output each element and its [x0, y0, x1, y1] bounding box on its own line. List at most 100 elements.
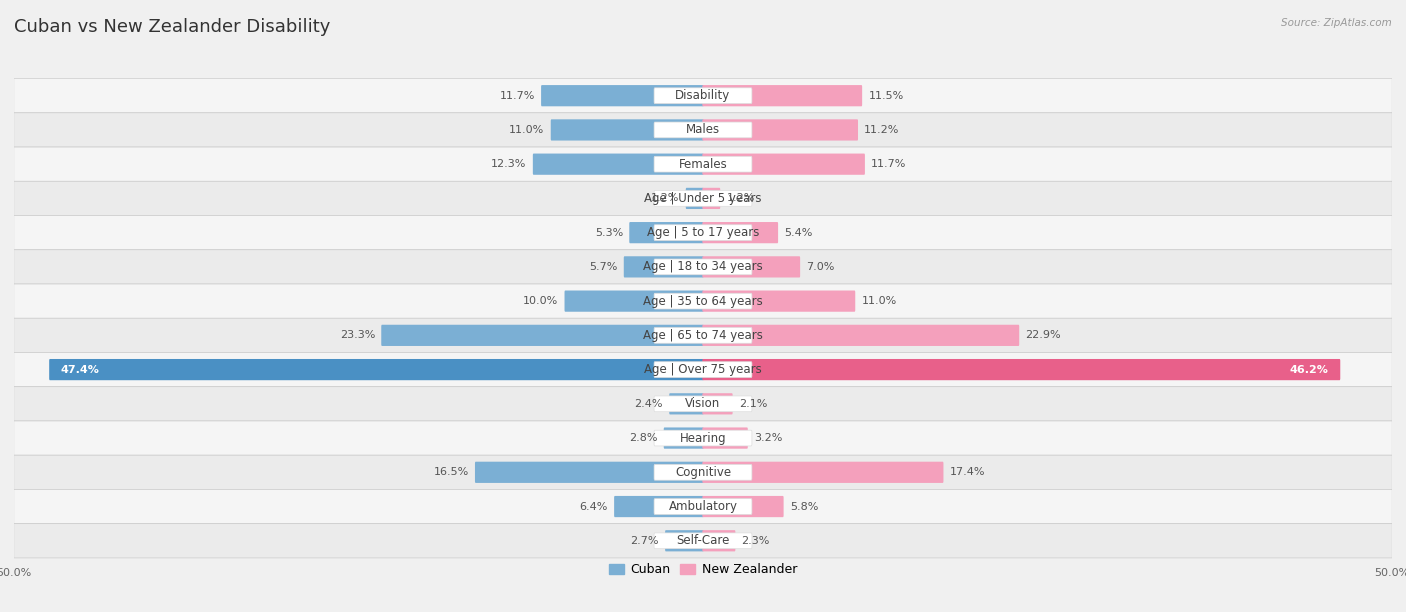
FancyBboxPatch shape: [14, 78, 1392, 113]
FancyBboxPatch shape: [14, 524, 1392, 558]
FancyBboxPatch shape: [381, 325, 703, 346]
Text: Self-Care: Self-Care: [676, 534, 730, 547]
FancyBboxPatch shape: [654, 465, 752, 480]
FancyBboxPatch shape: [14, 215, 1392, 250]
FancyBboxPatch shape: [654, 156, 752, 172]
Text: 5.3%: 5.3%: [595, 228, 623, 237]
FancyBboxPatch shape: [624, 256, 703, 277]
FancyBboxPatch shape: [654, 499, 752, 515]
Text: 47.4%: 47.4%: [60, 365, 100, 375]
FancyBboxPatch shape: [703, 461, 943, 483]
Text: Age | 18 to 34 years: Age | 18 to 34 years: [643, 260, 763, 274]
FancyBboxPatch shape: [654, 362, 752, 378]
FancyBboxPatch shape: [686, 188, 703, 209]
FancyBboxPatch shape: [654, 122, 752, 138]
FancyBboxPatch shape: [703, 256, 800, 277]
Text: 16.5%: 16.5%: [433, 468, 468, 477]
FancyBboxPatch shape: [14, 181, 1392, 215]
Text: 46.2%: 46.2%: [1289, 365, 1329, 375]
Text: Females: Females: [679, 158, 727, 171]
FancyBboxPatch shape: [14, 387, 1392, 421]
FancyBboxPatch shape: [475, 461, 703, 483]
Text: Disability: Disability: [675, 89, 731, 102]
FancyBboxPatch shape: [664, 427, 703, 449]
Text: 5.8%: 5.8%: [790, 502, 818, 512]
Text: 10.0%: 10.0%: [523, 296, 558, 306]
FancyBboxPatch shape: [703, 222, 778, 243]
Text: Age | Under 5 years: Age | Under 5 years: [644, 192, 762, 205]
FancyBboxPatch shape: [654, 259, 752, 275]
Text: 1.2%: 1.2%: [651, 193, 679, 203]
Text: 11.5%: 11.5%: [869, 91, 904, 101]
FancyBboxPatch shape: [654, 88, 752, 103]
Text: 6.4%: 6.4%: [579, 502, 607, 512]
Text: Ambulatory: Ambulatory: [668, 500, 738, 513]
Text: 2.3%: 2.3%: [741, 536, 770, 546]
Text: 2.7%: 2.7%: [630, 536, 659, 546]
FancyBboxPatch shape: [703, 427, 748, 449]
Text: 1.2%: 1.2%: [727, 193, 755, 203]
Text: Age | 35 to 64 years: Age | 35 to 64 years: [643, 294, 763, 308]
FancyBboxPatch shape: [654, 225, 752, 241]
Text: 11.0%: 11.0%: [862, 296, 897, 306]
FancyBboxPatch shape: [703, 394, 733, 414]
FancyBboxPatch shape: [669, 394, 703, 414]
Text: 17.4%: 17.4%: [949, 468, 986, 477]
Text: 22.9%: 22.9%: [1025, 330, 1062, 340]
Text: Cuban vs New Zealander Disability: Cuban vs New Zealander Disability: [14, 18, 330, 36]
Text: 5.7%: 5.7%: [589, 262, 617, 272]
Text: Age | Over 75 years: Age | Over 75 years: [644, 363, 762, 376]
FancyBboxPatch shape: [614, 496, 703, 517]
FancyBboxPatch shape: [49, 359, 703, 380]
Text: Age | 5 to 17 years: Age | 5 to 17 years: [647, 226, 759, 239]
Text: 12.3%: 12.3%: [491, 159, 527, 169]
Text: 2.8%: 2.8%: [628, 433, 658, 443]
FancyBboxPatch shape: [14, 421, 1392, 455]
FancyBboxPatch shape: [703, 359, 1340, 380]
FancyBboxPatch shape: [565, 291, 703, 312]
FancyBboxPatch shape: [703, 530, 735, 551]
FancyBboxPatch shape: [654, 430, 752, 446]
Text: Age | 65 to 74 years: Age | 65 to 74 years: [643, 329, 763, 342]
Text: 2.1%: 2.1%: [738, 399, 768, 409]
Text: Vision: Vision: [685, 397, 721, 410]
Text: 11.0%: 11.0%: [509, 125, 544, 135]
FancyBboxPatch shape: [14, 455, 1392, 490]
FancyBboxPatch shape: [703, 325, 1019, 346]
FancyBboxPatch shape: [14, 113, 1392, 147]
Text: 5.4%: 5.4%: [785, 228, 813, 237]
FancyBboxPatch shape: [14, 250, 1392, 284]
FancyBboxPatch shape: [14, 490, 1392, 524]
FancyBboxPatch shape: [14, 353, 1392, 387]
FancyBboxPatch shape: [703, 188, 720, 209]
Text: Source: ZipAtlas.com: Source: ZipAtlas.com: [1281, 18, 1392, 28]
Text: 2.4%: 2.4%: [634, 399, 664, 409]
FancyBboxPatch shape: [654, 190, 752, 206]
FancyBboxPatch shape: [14, 147, 1392, 181]
FancyBboxPatch shape: [654, 293, 752, 309]
Text: 11.7%: 11.7%: [872, 159, 907, 169]
FancyBboxPatch shape: [630, 222, 703, 243]
Text: 11.2%: 11.2%: [865, 125, 900, 135]
FancyBboxPatch shape: [703, 85, 862, 106]
FancyBboxPatch shape: [703, 154, 865, 175]
Text: Males: Males: [686, 124, 720, 136]
FancyBboxPatch shape: [665, 530, 703, 551]
Text: Hearing: Hearing: [679, 431, 727, 444]
FancyBboxPatch shape: [654, 327, 752, 343]
FancyBboxPatch shape: [703, 119, 858, 141]
Text: 7.0%: 7.0%: [807, 262, 835, 272]
FancyBboxPatch shape: [533, 154, 703, 175]
FancyBboxPatch shape: [703, 291, 855, 312]
FancyBboxPatch shape: [14, 284, 1392, 318]
FancyBboxPatch shape: [654, 533, 752, 549]
Legend: Cuban, New Zealander: Cuban, New Zealander: [605, 558, 801, 581]
Text: Cognitive: Cognitive: [675, 466, 731, 479]
Text: 11.7%: 11.7%: [499, 91, 534, 101]
FancyBboxPatch shape: [541, 85, 703, 106]
FancyBboxPatch shape: [551, 119, 703, 141]
Text: 3.2%: 3.2%: [754, 433, 782, 443]
FancyBboxPatch shape: [703, 496, 783, 517]
FancyBboxPatch shape: [654, 396, 752, 412]
FancyBboxPatch shape: [14, 318, 1392, 353]
